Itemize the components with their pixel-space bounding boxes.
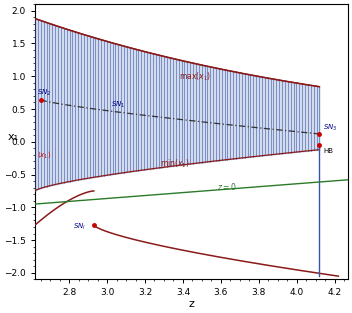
Text: $SN_3$: $SN_3$ [323,123,338,133]
Text: $\mathrm{max}(x_1)$: $\mathrm{max}(x_1)$ [179,70,211,83]
Text: $SN_l$: $SN_l$ [73,222,86,232]
Y-axis label: x₁: x₁ [8,132,19,142]
X-axis label: z: z [189,299,194,309]
Text: $z=0$: $z=0$ [217,181,237,192]
Text: HB: HB [323,148,333,154]
Text: $\mathrm{min}(x_1)$: $\mathrm{min}(x_1)$ [160,157,190,170]
Text: $SN_1$: $SN_1$ [111,100,125,110]
Text: $SN_2$: $SN_2$ [37,88,51,98]
Text: $\langle x_1\rangle$: $\langle x_1\rangle$ [37,150,51,161]
